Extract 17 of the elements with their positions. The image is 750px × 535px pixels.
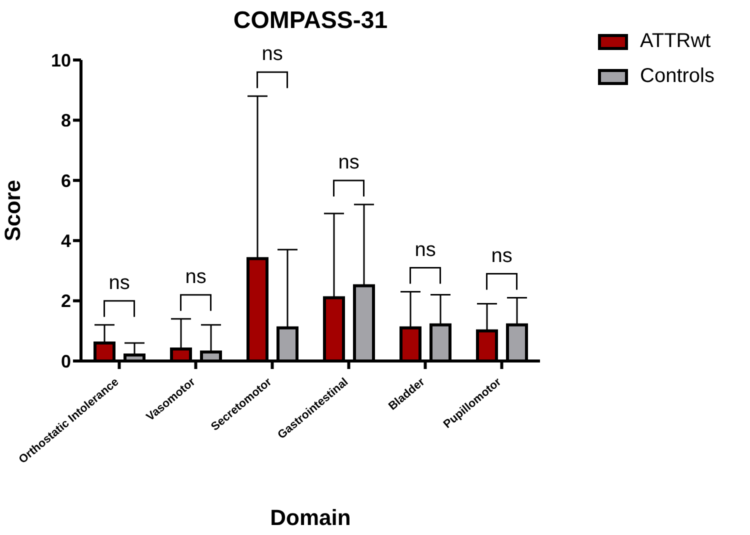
annotation: ns — [185, 266, 206, 288]
legend-label: Controls — [640, 65, 714, 88]
annotation: ns — [108, 272, 130, 294]
legend-label: ATTRwt — [640, 30, 711, 53]
y-tick-label: 2 — [60, 291, 71, 312]
x-axis-title: Domain — [270, 505, 351, 530]
y-tick-label: 8 — [60, 110, 71, 131]
y-axis-title: Score — [0, 180, 25, 242]
y-tick-label: 10 — [50, 50, 71, 70]
annotation: ns — [491, 244, 512, 267]
chart-title: COMPASS-31 — [233, 7, 388, 34]
annotation: ns — [338, 151, 360, 174]
y-tick-label: 4 — [60, 230, 71, 251]
annotation: ns — [262, 43, 283, 66]
annotation: ns — [414, 238, 436, 261]
y-tick-label: 0 — [60, 351, 71, 372]
y-tick-label: 6 — [60, 170, 71, 191]
